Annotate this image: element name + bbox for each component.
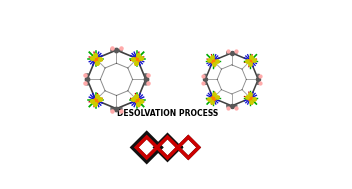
Point bbox=[145, 74, 151, 77]
Point bbox=[211, 63, 216, 66]
Point bbox=[94, 61, 99, 64]
Point bbox=[135, 53, 141, 56]
Point bbox=[118, 110, 123, 113]
Point bbox=[114, 49, 119, 52]
Point bbox=[251, 97, 257, 100]
Point bbox=[244, 96, 250, 99]
Point bbox=[207, 97, 212, 100]
Point bbox=[89, 99, 94, 102]
Point bbox=[134, 99, 140, 102]
Point bbox=[209, 100, 215, 103]
Point bbox=[143, 78, 149, 81]
Point bbox=[258, 82, 263, 85]
Point bbox=[244, 60, 250, 63]
Point bbox=[248, 97, 253, 100]
Point bbox=[247, 93, 253, 96]
Point bbox=[229, 104, 234, 107]
Point bbox=[130, 58, 136, 61]
Point bbox=[84, 78, 90, 81]
Point bbox=[202, 78, 208, 81]
Point bbox=[258, 74, 263, 77]
Point bbox=[233, 49, 238, 52]
Point bbox=[82, 74, 88, 77]
Point bbox=[200, 74, 206, 77]
Point bbox=[92, 53, 98, 56]
Point bbox=[251, 58, 257, 61]
Point bbox=[82, 82, 88, 85]
Point bbox=[233, 107, 238, 110]
Point bbox=[210, 97, 216, 100]
Point bbox=[256, 78, 261, 81]
Point bbox=[138, 56, 144, 59]
Point bbox=[94, 94, 99, 98]
Point bbox=[211, 93, 216, 96]
Point bbox=[118, 46, 123, 49]
Point bbox=[214, 60, 220, 63]
Point bbox=[134, 57, 140, 60]
Point bbox=[92, 103, 98, 106]
Point bbox=[135, 103, 141, 106]
Point bbox=[214, 96, 220, 99]
Point bbox=[225, 107, 231, 110]
Point bbox=[249, 55, 254, 58]
Point bbox=[145, 82, 151, 85]
Point bbox=[134, 94, 139, 98]
Point bbox=[93, 57, 99, 60]
Point bbox=[210, 59, 216, 62]
Point bbox=[209, 55, 215, 58]
Point bbox=[207, 58, 212, 61]
Point bbox=[130, 98, 136, 101]
Text: DESOLVATION PROCESS: DESOLVATION PROCESS bbox=[117, 109, 218, 118]
Point bbox=[249, 100, 254, 103]
Point bbox=[89, 56, 94, 59]
Point bbox=[97, 58, 103, 61]
Point bbox=[134, 61, 139, 64]
Point bbox=[248, 59, 253, 62]
Point bbox=[109, 110, 115, 113]
Point bbox=[247, 63, 253, 66]
Point bbox=[114, 107, 119, 110]
Point bbox=[97, 98, 103, 101]
Point bbox=[200, 82, 206, 85]
Point bbox=[93, 99, 99, 102]
Point bbox=[138, 99, 144, 102]
Point bbox=[109, 46, 115, 49]
Point bbox=[229, 51, 234, 54]
Point bbox=[225, 49, 231, 52]
